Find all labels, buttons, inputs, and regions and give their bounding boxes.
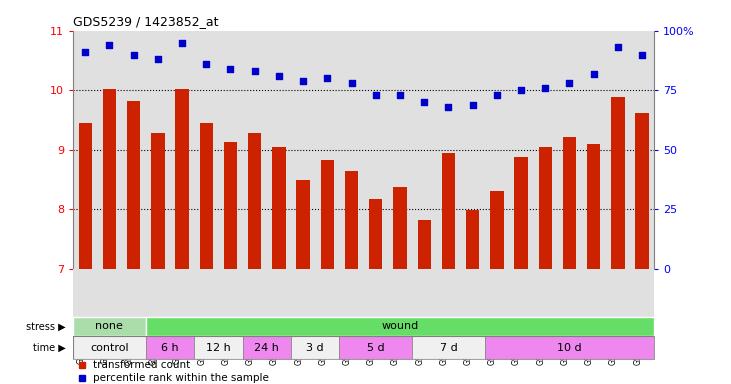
- Bar: [563, 137, 576, 269]
- Point: [152, 56, 164, 62]
- Text: stress ▶: stress ▶: [26, 321, 66, 331]
- Point: [346, 80, 357, 86]
- Text: 5 d: 5 d: [367, 343, 385, 353]
- Text: 12 h: 12 h: [206, 343, 231, 353]
- Bar: [243, 336, 291, 359]
- Bar: [78, 123, 92, 269]
- Bar: [248, 133, 262, 269]
- Text: 3 d: 3 d: [306, 343, 324, 353]
- Bar: [200, 123, 213, 269]
- Text: 24 h: 24 h: [254, 343, 279, 353]
- Point: [370, 92, 382, 98]
- Point: [636, 51, 648, 58]
- Bar: [73, 336, 145, 359]
- Bar: [175, 89, 189, 269]
- Point: [128, 51, 140, 58]
- Bar: [515, 157, 528, 269]
- Bar: [272, 147, 286, 269]
- Bar: [73, 317, 145, 336]
- Bar: [297, 180, 310, 269]
- Point: [418, 99, 430, 105]
- Point: [200, 61, 212, 67]
- Point: [298, 78, 309, 84]
- Bar: [466, 210, 480, 269]
- Point: [104, 42, 115, 48]
- Bar: [635, 113, 649, 269]
- Point: [80, 49, 91, 55]
- Bar: [491, 191, 504, 269]
- Point: [176, 40, 188, 46]
- Bar: [611, 98, 624, 269]
- Bar: [145, 336, 194, 359]
- Point: [515, 87, 527, 93]
- Bar: [369, 199, 382, 269]
- Bar: [345, 170, 358, 269]
- Point: [224, 66, 236, 72]
- Bar: [321, 161, 334, 269]
- Text: 6 h: 6 h: [161, 343, 179, 353]
- Text: wound: wound: [382, 321, 419, 331]
- Point: [249, 68, 260, 74]
- Point: [491, 92, 503, 98]
- Text: none: none: [96, 321, 124, 331]
- Bar: [145, 317, 654, 336]
- Bar: [194, 336, 243, 359]
- Bar: [127, 101, 140, 269]
- Bar: [587, 144, 600, 269]
- Point: [442, 104, 454, 110]
- Bar: [442, 153, 455, 269]
- Text: 7 d: 7 d: [439, 343, 458, 353]
- Point: [612, 44, 624, 50]
- Point: [467, 101, 479, 108]
- Bar: [485, 336, 654, 359]
- Bar: [151, 133, 164, 269]
- Bar: [339, 336, 412, 359]
- Bar: [539, 147, 552, 269]
- Bar: [417, 220, 431, 269]
- Point: [588, 71, 599, 77]
- Point: [564, 80, 575, 86]
- Text: control: control: [90, 343, 129, 353]
- Point: [394, 92, 406, 98]
- Text: GDS5239 / 1423852_at: GDS5239 / 1423852_at: [73, 15, 219, 28]
- Bar: [393, 187, 406, 269]
- Text: time ▶: time ▶: [33, 343, 66, 353]
- Point: [273, 73, 285, 79]
- Text: transformed count: transformed count: [94, 360, 191, 370]
- Text: 10 d: 10 d: [557, 343, 582, 353]
- Bar: [224, 142, 237, 269]
- Bar: [412, 336, 485, 359]
- Bar: [291, 336, 339, 359]
- Bar: [103, 89, 116, 269]
- Point: [539, 85, 551, 91]
- Text: percentile rank within the sample: percentile rank within the sample: [94, 373, 269, 383]
- Point: [322, 75, 333, 81]
